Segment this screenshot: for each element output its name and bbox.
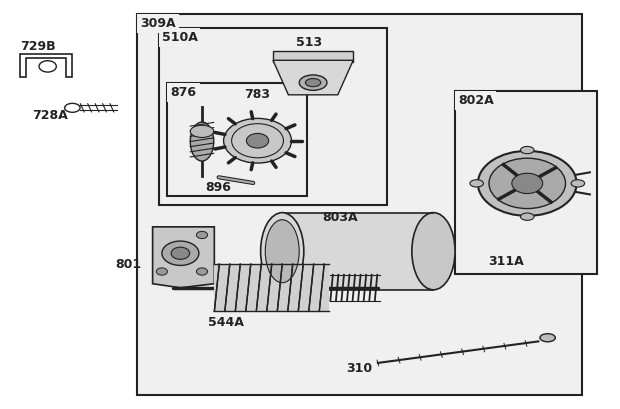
Ellipse shape: [265, 220, 299, 283]
Text: 801: 801: [115, 258, 142, 271]
Circle shape: [512, 173, 542, 193]
Ellipse shape: [306, 79, 321, 87]
Polygon shape: [215, 264, 329, 311]
Circle shape: [246, 133, 268, 148]
Ellipse shape: [412, 213, 455, 290]
Text: 309A: 309A: [140, 17, 176, 30]
Text: 311A: 311A: [488, 255, 523, 268]
Ellipse shape: [299, 75, 327, 90]
Bar: [159, 28, 387, 204]
Polygon shape: [153, 227, 215, 288]
Text: 783: 783: [244, 88, 270, 101]
Ellipse shape: [260, 213, 304, 290]
Text: 729B: 729B: [20, 40, 56, 54]
Bar: [455, 91, 497, 110]
Text: 544A: 544A: [208, 316, 244, 329]
Bar: [137, 13, 179, 33]
Circle shape: [232, 124, 283, 158]
Circle shape: [197, 268, 208, 275]
Ellipse shape: [190, 122, 214, 161]
Circle shape: [156, 268, 167, 275]
Circle shape: [162, 241, 199, 265]
Bar: [167, 83, 307, 196]
Ellipse shape: [190, 125, 214, 137]
Polygon shape: [273, 60, 353, 95]
Ellipse shape: [540, 334, 556, 342]
Bar: [273, 51, 353, 62]
Bar: [159, 28, 200, 47]
Bar: [455, 91, 597, 274]
Circle shape: [489, 158, 565, 209]
Text: 802A: 802A: [458, 94, 494, 107]
Text: 896: 896: [205, 180, 231, 193]
Circle shape: [171, 247, 190, 259]
Bar: [137, 13, 582, 396]
Text: 728A: 728A: [32, 110, 68, 122]
Ellipse shape: [520, 146, 534, 154]
Bar: [167, 83, 200, 102]
Ellipse shape: [571, 180, 585, 187]
Circle shape: [197, 231, 208, 238]
Ellipse shape: [470, 180, 484, 187]
Ellipse shape: [520, 213, 534, 220]
Circle shape: [478, 151, 577, 216]
Text: 513: 513: [296, 36, 322, 49]
Circle shape: [224, 118, 291, 163]
Text: 876: 876: [170, 86, 196, 99]
Polygon shape: [282, 213, 433, 290]
Text: 310: 310: [346, 362, 372, 375]
Text: eReplacementParts.com: eReplacementParts.com: [200, 220, 420, 238]
Text: 803A: 803A: [322, 211, 358, 224]
Text: 510A: 510A: [162, 31, 198, 44]
